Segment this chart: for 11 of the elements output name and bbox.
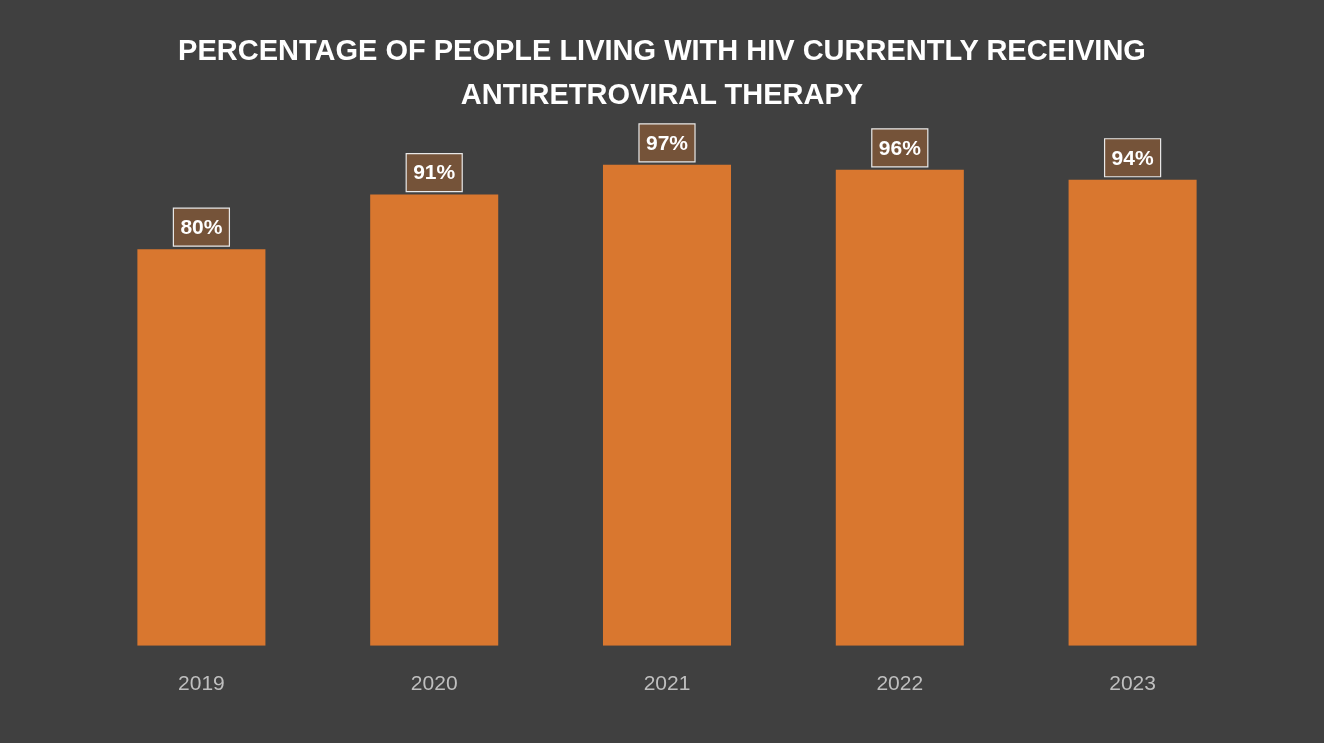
data-label: 94%	[1111, 145, 1154, 169]
data-label: 97%	[645, 130, 689, 154]
data-label: 91%	[413, 160, 456, 184]
x-tick-label: 2023	[1109, 671, 1156, 695]
chart-title: PERCENTAGE OF PEOPLE LIVING WITH HIV CURRENTLY RECEIVING ANTIRETROVIRAL THERAPY	[177, 33, 1147, 112]
x-tick-label: 2020	[410, 671, 458, 695]
x-tick-label: 2022	[876, 671, 924, 695]
x-tick-label: 2019	[178, 671, 225, 695]
data-label: 80%	[180, 214, 223, 238]
data-label: 96%	[878, 135, 922, 159]
x-tick-label: 2021	[643, 671, 691, 695]
